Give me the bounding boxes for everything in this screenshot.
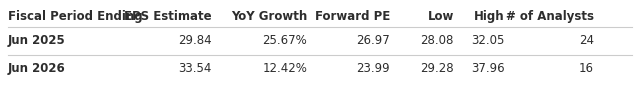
Text: 16: 16 — [579, 62, 594, 75]
Text: 12.42%: 12.42% — [262, 62, 307, 75]
Text: Forward PE: Forward PE — [315, 10, 390, 23]
Text: 24: 24 — [579, 34, 594, 47]
Text: 28.08: 28.08 — [420, 34, 454, 47]
Text: 23.99: 23.99 — [356, 62, 390, 75]
Text: 32.05: 32.05 — [472, 34, 505, 47]
Text: 29.28: 29.28 — [420, 62, 454, 75]
Text: 25.67%: 25.67% — [262, 34, 307, 47]
Text: # of Analysts: # of Analysts — [506, 10, 594, 23]
Text: High: High — [474, 10, 505, 23]
Text: Jun 2025: Jun 2025 — [8, 34, 65, 47]
Text: 33.54: 33.54 — [179, 62, 212, 75]
Text: Low: Low — [428, 10, 454, 23]
Text: Jun 2026: Jun 2026 — [8, 62, 65, 75]
Text: 26.97: 26.97 — [356, 34, 390, 47]
Text: EPS Estimate: EPS Estimate — [124, 10, 212, 23]
Text: 37.96: 37.96 — [471, 62, 505, 75]
Text: 29.84: 29.84 — [178, 34, 212, 47]
Text: Fiscal Period Ending: Fiscal Period Ending — [8, 10, 142, 23]
Text: YoY Growth: YoY Growth — [231, 10, 307, 23]
